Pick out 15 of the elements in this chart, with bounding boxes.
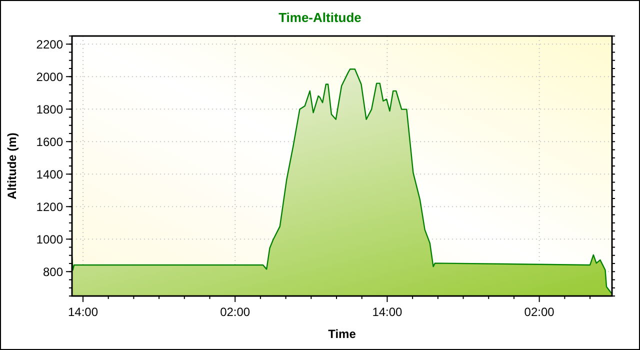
x-tick-label: 02:00 — [220, 305, 250, 319]
x-tick-label: 14:00 — [372, 305, 403, 319]
y-tick-label: 2000 — [36, 70, 64, 84]
x-axis-title: Time — [328, 327, 356, 341]
y-tick-label: 800 — [42, 264, 64, 279]
y-tick-label: 1000 — [36, 232, 64, 246]
x-tick-label: 14:00 — [68, 305, 98, 319]
y-axis-title: Altitude (m) — [5, 132, 19, 200]
y-tick-label: 2200 — [36, 37, 64, 52]
y-tick-label: 1800 — [36, 102, 64, 116]
y-tick-label: 1200 — [36, 200, 64, 214]
chart-title: Time-Altitude — [278, 10, 362, 25]
x-tick-label: 02:00 — [524, 305, 555, 319]
y-tick-label: 1400 — [36, 167, 64, 182]
y-tick-label: 1600 — [36, 134, 64, 149]
